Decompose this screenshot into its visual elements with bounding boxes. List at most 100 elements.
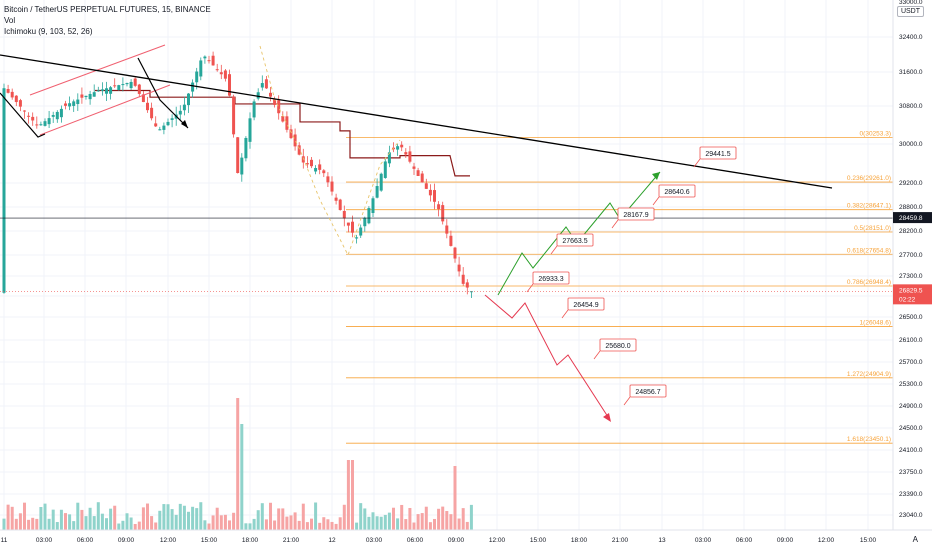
candle-body (129, 81, 133, 89)
volume-bar (55, 522, 59, 530)
volume-bar (420, 513, 424, 530)
descending-trendline (0, 54, 833, 189)
volume-bar (105, 518, 108, 530)
candle-body (404, 152, 408, 155)
bearish-target-label: 26454.9 (573, 302, 598, 309)
volume-bar (244, 523, 248, 530)
candle-body (141, 94, 145, 103)
time-tick-label: 18:00 (571, 537, 588, 544)
candle-body (236, 137, 240, 174)
candle-body (264, 79, 268, 89)
volume-bar (310, 518, 313, 530)
auto-scale-button[interactable]: A (912, 535, 918, 544)
symbol-title[interactable]: Bitcoin / TetherUS PERPETUAL FUTURES, 15… (4, 5, 211, 14)
black-arrow-right (137, 57, 189, 129)
volume-bar (338, 517, 342, 530)
candle-body (195, 71, 199, 83)
volume-bar (51, 509, 55, 530)
candle-body (76, 99, 80, 105)
candle-body (449, 235, 453, 246)
candle-body (338, 199, 342, 210)
candle-body (359, 227, 363, 236)
price-tick-label: 30800.0 (899, 103, 923, 110)
candle-body (441, 205, 445, 222)
dashed-zigzag (259, 45, 401, 257)
volume-bar (269, 502, 272, 530)
volume-bar (223, 514, 227, 530)
price-axis-bg (893, 0, 932, 530)
fibonacci-levels: 0(30253.3) 0.236(29261.0) 0.382(28647.1) 0.… (346, 130, 893, 444)
volume-bar (445, 511, 449, 530)
volume-bar (59, 509, 63, 530)
candle-body (84, 95, 88, 98)
candle-body (223, 70, 227, 79)
price-tick-label: 26500.0 (899, 314, 923, 321)
candle-body (453, 247, 457, 259)
candle-body (182, 104, 186, 111)
volume-bar (125, 513, 129, 530)
fib-level-label: 0.786(26948.4) (847, 279, 891, 286)
volume-bar (318, 522, 322, 530)
volume-bar (355, 522, 359, 530)
volume-bar (43, 503, 47, 530)
candle-body (6, 88, 10, 93)
candle-body (187, 93, 190, 106)
volume-bar (18, 513, 22, 530)
price-tick-label: 26100.0 (899, 337, 923, 344)
time-tick-label: 21:00 (612, 537, 629, 544)
time-axis[interactable]: 11 03:00 06:00 09:00 12:00 15:00 18:00 21:00 12 0… (0, 529, 932, 550)
volume-bar (322, 517, 326, 530)
candle-body (305, 163, 309, 165)
time-tick-label: 09:00 (448, 537, 465, 544)
candle-body (105, 88, 108, 94)
currency-badge[interactable]: USDT (896, 6, 924, 17)
price-tick-label: 25300.0 (899, 381, 923, 388)
candle-body (51, 115, 55, 117)
callout-pointer (623, 396, 631, 406)
channel-lower (39, 84, 171, 136)
volume-bars (2, 398, 473, 530)
fib-level-label: 0(30253.3) (860, 130, 891, 137)
candle-body (387, 152, 391, 164)
candle-body (199, 60, 203, 77)
candle-body (219, 72, 223, 75)
volume-bar (178, 503, 182, 530)
volume-bar (199, 502, 203, 530)
time-tick-label: 12 (328, 537, 336, 544)
volume-bar (428, 522, 432, 530)
price-tick-label: 24900.0 (899, 403, 923, 410)
price-axis[interactable]: 33000.0 32400.0 31600.0 30800.0 30000.0 29200… (0, 0, 932, 530)
volume-indicator-label[interactable]: Vol (4, 16, 16, 25)
candle-body (346, 222, 350, 226)
volume-bar (195, 508, 199, 530)
ichimoku-indicator-label[interactable]: Ichimoku (9, 103, 52, 26) (4, 27, 93, 36)
callout-pointer (693, 158, 701, 168)
candle-body (158, 129, 162, 131)
time-axis-bg (0, 530, 893, 550)
candle-body (457, 264, 461, 272)
callout-box (629, 384, 667, 398)
time-tick-label: 06:00 (77, 537, 94, 544)
volume-bar (113, 505, 117, 530)
volume-bar (277, 508, 281, 530)
callout-pointer (593, 350, 601, 360)
volume-bar (412, 522, 416, 530)
candle-body (137, 84, 141, 94)
time-tick-label: 09:00 (118, 537, 135, 544)
time-tick-label: 03:00 (366, 537, 383, 544)
candle-body (64, 103, 67, 106)
current-price-tag (893, 284, 932, 305)
candle-body (39, 124, 43, 126)
candle-body (27, 115, 31, 117)
volume-bar (449, 514, 453, 530)
candle-body (117, 85, 121, 91)
candle-body (162, 125, 166, 130)
candle-body (371, 198, 375, 214)
volume-bar (359, 503, 363, 530)
volume-bar (141, 507, 145, 530)
price-tick-label: 23040.0 (899, 512, 923, 519)
volume-bar (170, 509, 174, 530)
price-tick-label: 32400.0 (899, 34, 923, 41)
time-tick-label: 21:00 (283, 537, 300, 544)
